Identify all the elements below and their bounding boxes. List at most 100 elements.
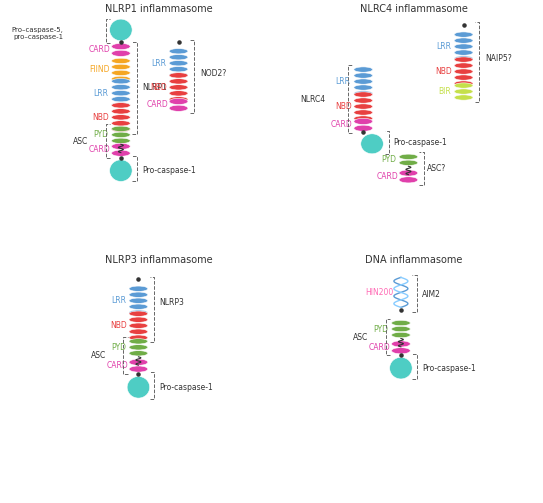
Ellipse shape xyxy=(129,366,148,372)
Ellipse shape xyxy=(110,160,132,182)
Ellipse shape xyxy=(354,110,372,115)
Text: CARD: CARD xyxy=(369,343,390,352)
Text: CARD: CARD xyxy=(89,145,110,154)
Ellipse shape xyxy=(129,311,148,316)
Ellipse shape xyxy=(111,85,130,90)
Ellipse shape xyxy=(169,72,188,78)
Ellipse shape xyxy=(354,91,372,96)
Text: NLRC4: NLRC4 xyxy=(300,95,326,104)
Ellipse shape xyxy=(129,286,148,291)
Text: NBD: NBD xyxy=(335,102,351,111)
Point xyxy=(396,306,405,314)
Text: NOD2?: NOD2? xyxy=(200,69,226,78)
Title: NLRC4 inflammasome: NLRC4 inflammasome xyxy=(359,4,468,14)
Text: PYD: PYD xyxy=(381,155,396,164)
Text: CARD: CARD xyxy=(106,361,128,370)
Text: AIM2: AIM2 xyxy=(422,290,441,299)
Text: BIR: BIR xyxy=(438,87,451,96)
Text: NLRP1: NLRP1 xyxy=(142,83,167,92)
Ellipse shape xyxy=(111,43,130,50)
Ellipse shape xyxy=(111,127,130,132)
Ellipse shape xyxy=(111,70,130,75)
Ellipse shape xyxy=(129,298,148,303)
Point xyxy=(134,370,143,378)
Text: PYD: PYD xyxy=(111,343,126,352)
Ellipse shape xyxy=(390,357,412,379)
Ellipse shape xyxy=(169,78,188,84)
Ellipse shape xyxy=(454,83,473,88)
Point xyxy=(459,21,468,29)
Ellipse shape xyxy=(169,85,188,90)
Ellipse shape xyxy=(111,91,130,96)
Ellipse shape xyxy=(169,99,188,105)
Ellipse shape xyxy=(354,92,372,97)
Ellipse shape xyxy=(169,105,188,111)
Ellipse shape xyxy=(354,73,372,78)
Title: DNA inflammasome: DNA inflammasome xyxy=(365,255,462,265)
Ellipse shape xyxy=(111,143,130,149)
Ellipse shape xyxy=(392,341,411,347)
Ellipse shape xyxy=(111,150,130,156)
Text: Pro-caspase-1: Pro-caspase-1 xyxy=(393,138,447,147)
Ellipse shape xyxy=(169,49,188,54)
Ellipse shape xyxy=(129,323,148,328)
Point xyxy=(134,275,143,283)
Ellipse shape xyxy=(354,118,372,125)
Text: LRR: LRR xyxy=(93,89,108,98)
Text: NLRP3: NLRP3 xyxy=(160,298,185,307)
Text: FIIND: FIIND xyxy=(89,65,110,74)
Ellipse shape xyxy=(399,154,418,159)
Text: NAIP5?: NAIP5? xyxy=(485,54,512,63)
Ellipse shape xyxy=(354,104,372,109)
Text: Pro-caspase-1: Pro-caspase-1 xyxy=(160,383,213,392)
Ellipse shape xyxy=(392,320,411,325)
Ellipse shape xyxy=(127,376,150,398)
Ellipse shape xyxy=(454,69,473,74)
Text: PYD: PYD xyxy=(93,130,108,139)
Ellipse shape xyxy=(354,116,372,121)
Text: NBD: NBD xyxy=(110,321,127,330)
Ellipse shape xyxy=(111,126,130,131)
Text: PYD: PYD xyxy=(374,324,388,333)
Ellipse shape xyxy=(129,310,148,315)
Ellipse shape xyxy=(169,66,188,72)
Text: pro–caspase-1: pro–caspase-1 xyxy=(13,34,63,40)
Ellipse shape xyxy=(169,91,188,96)
Ellipse shape xyxy=(129,329,148,334)
Ellipse shape xyxy=(392,348,411,354)
Ellipse shape xyxy=(354,85,372,90)
Text: ASC: ASC xyxy=(353,332,368,342)
Text: NBD: NBD xyxy=(150,83,167,92)
Ellipse shape xyxy=(392,326,411,331)
Point xyxy=(117,38,125,46)
Ellipse shape xyxy=(110,19,132,41)
Ellipse shape xyxy=(111,50,130,56)
Ellipse shape xyxy=(454,89,473,94)
Point xyxy=(117,154,125,162)
Ellipse shape xyxy=(454,95,473,100)
Ellipse shape xyxy=(454,50,473,55)
Ellipse shape xyxy=(169,60,188,66)
Ellipse shape xyxy=(454,75,473,80)
Ellipse shape xyxy=(454,32,473,37)
Ellipse shape xyxy=(454,81,473,86)
Text: LRR: LRR xyxy=(151,59,166,68)
Ellipse shape xyxy=(111,78,130,84)
Ellipse shape xyxy=(169,73,188,78)
Text: CARD: CARD xyxy=(89,45,110,54)
Ellipse shape xyxy=(111,121,130,126)
Ellipse shape xyxy=(169,54,188,60)
Ellipse shape xyxy=(111,58,130,63)
Ellipse shape xyxy=(392,332,411,338)
Ellipse shape xyxy=(111,103,130,108)
Text: NBD: NBD xyxy=(435,67,452,76)
Text: CARD: CARD xyxy=(376,172,398,181)
Ellipse shape xyxy=(129,317,148,322)
Ellipse shape xyxy=(399,177,418,183)
Text: ASC: ASC xyxy=(91,351,106,360)
Point xyxy=(174,38,183,46)
Text: ASC?: ASC? xyxy=(427,164,446,173)
Text: CARD: CARD xyxy=(147,100,168,109)
Ellipse shape xyxy=(111,64,130,69)
Ellipse shape xyxy=(129,339,148,344)
